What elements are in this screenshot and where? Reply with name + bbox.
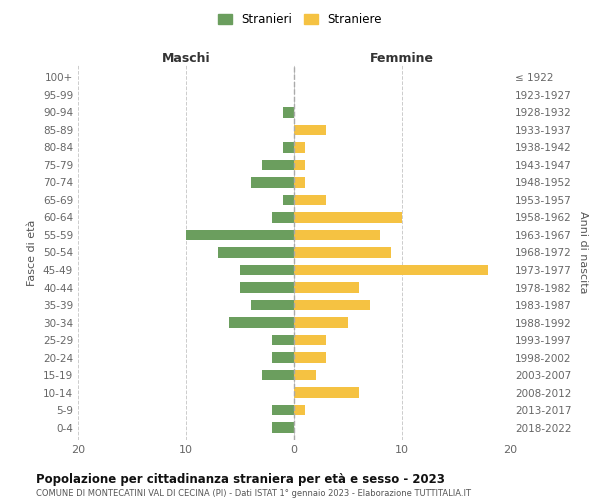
Bar — [294, 194, 326, 205]
Bar — [283, 194, 294, 205]
Text: COMUNE DI MONTECATINI VAL DI CECINA (PI) - Dati ISTAT 1° gennaio 2023 - Elaboraz: COMUNE DI MONTECATINI VAL DI CECINA (PI)… — [36, 489, 471, 498]
Bar — [186, 230, 294, 240]
Bar — [262, 370, 294, 380]
Y-axis label: Fasce di età: Fasce di età — [28, 220, 37, 286]
Bar — [294, 265, 488, 276]
Bar — [229, 318, 294, 328]
Bar — [294, 405, 305, 415]
Bar — [283, 107, 294, 118]
Text: Popolazione per cittadinanza straniera per età e sesso - 2023: Popolazione per cittadinanza straniera p… — [36, 472, 445, 486]
Bar — [294, 230, 380, 240]
Bar — [294, 212, 402, 222]
Bar — [294, 124, 326, 135]
Bar — [240, 282, 294, 293]
Legend: Stranieri, Straniere: Stranieri, Straniere — [213, 8, 387, 31]
Bar — [272, 352, 294, 363]
Bar — [294, 142, 305, 152]
Bar — [218, 247, 294, 258]
Bar — [294, 370, 316, 380]
Bar — [294, 282, 359, 293]
Bar — [272, 422, 294, 433]
Bar — [240, 265, 294, 276]
Bar — [251, 177, 294, 188]
Bar — [272, 335, 294, 345]
Bar — [272, 212, 294, 222]
Bar — [283, 142, 294, 152]
Bar — [294, 247, 391, 258]
Bar — [294, 300, 370, 310]
Bar — [294, 352, 326, 363]
Text: Femmine: Femmine — [370, 52, 434, 65]
Bar — [251, 300, 294, 310]
Bar — [294, 177, 305, 188]
Bar — [294, 160, 305, 170]
Y-axis label: Anni di nascita: Anni di nascita — [578, 211, 588, 294]
Bar — [262, 160, 294, 170]
Text: Maschi: Maschi — [161, 52, 211, 65]
Bar — [272, 405, 294, 415]
Bar — [294, 318, 348, 328]
Bar — [294, 335, 326, 345]
Bar — [294, 388, 359, 398]
